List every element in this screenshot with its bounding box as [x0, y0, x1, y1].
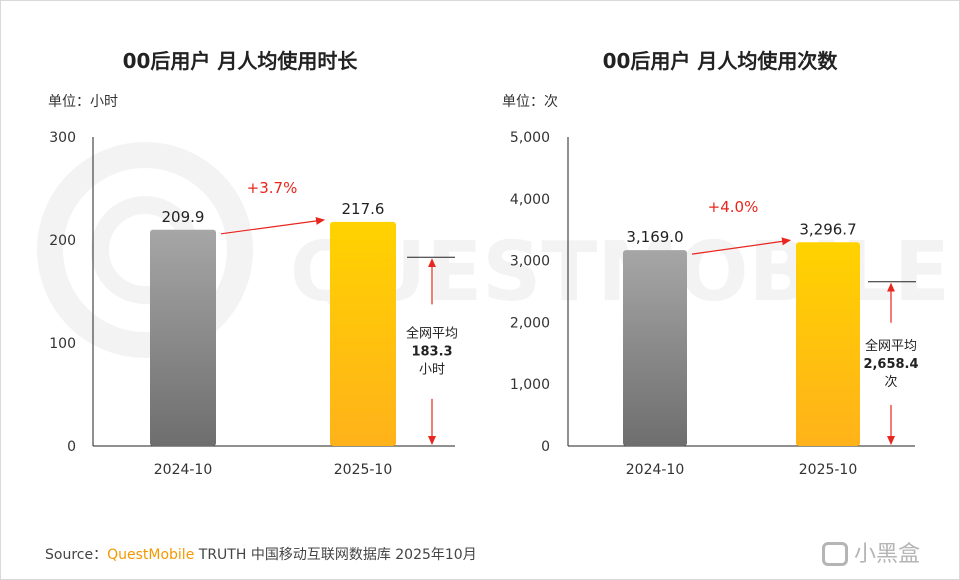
- average-label-unit: 次: [884, 374, 897, 390]
- unit-label: 单位：次: [502, 94, 558, 110]
- bar-2024-10: [623, 250, 687, 446]
- y-tick-label: 4,000: [510, 192, 550, 208]
- growth-arrow: [691, 237, 791, 255]
- bar-value-label: 3,296.7: [799, 220, 856, 238]
- growth-arrow: [220, 216, 325, 235]
- growth-label: +4.0%: [708, 198, 759, 216]
- source-prefix: Source：: [45, 547, 108, 563]
- y-tick-label: 2,000: [510, 315, 550, 331]
- y-tick-label: 3,000: [510, 254, 550, 270]
- x-category-label: 2024-10: [154, 462, 213, 478]
- y-tick-label: 5,000: [510, 130, 550, 146]
- source-brand: QuestMobile: [107, 547, 195, 563]
- average-label-value: 183.3: [411, 345, 452, 360]
- unit-label: 单位：小时: [48, 94, 118, 110]
- chart-title: 00后用户 月人均使用时长: [123, 49, 359, 73]
- bar-2025-10: [330, 221, 396, 446]
- growth-label: +3.7%: [247, 179, 298, 197]
- y-tick-label: 1,000: [510, 377, 550, 393]
- y-tick-label: 300: [49, 130, 76, 146]
- corner-logo: 小黑盒: [822, 536, 920, 568]
- average-label-title: 全网平均: [406, 326, 458, 342]
- x-category-label: 2024-10: [626, 462, 685, 478]
- y-tick-label: 200: [49, 233, 76, 249]
- source-note: Source：QuestMobile TRUTH 中国移动互联网数据库 2025…: [45, 544, 477, 564]
- bar-value-label: 209.9: [162, 208, 205, 226]
- average-label-value: 2,658.4: [863, 357, 918, 372]
- xiaoheihe-logo-icon: [822, 542, 848, 566]
- y-tick-label: 0: [541, 439, 550, 455]
- y-tick-label: 100: [49, 336, 76, 352]
- source-suffix: TRUTH 中国移动互联网数据库 2025年10月: [194, 547, 477, 563]
- bar-2024-10: [150, 229, 216, 446]
- x-category-label: 2025-10: [334, 462, 393, 478]
- y-tick-label: 0: [67, 439, 76, 455]
- average-label-unit: 小时: [419, 363, 445, 378]
- average-label-title: 全网平均: [865, 338, 917, 354]
- corner-logo-text: 小黑盒: [854, 542, 921, 567]
- bar-value-label: 217.6: [342, 200, 385, 218]
- chart-title: 00后用户 月人均使用次数: [603, 49, 839, 73]
- x-category-label: 2025-10: [799, 462, 858, 478]
- bar-value-label: 3,169.0: [626, 228, 683, 246]
- bar-2025-10: [796, 242, 860, 446]
